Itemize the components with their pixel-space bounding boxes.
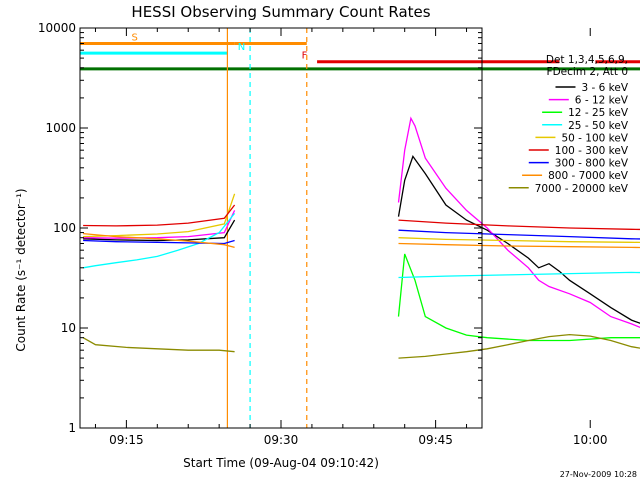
legend-header: Det 1,3,4,5,6,9, [546,54,628,66]
chart-title: HESSI Observing Summary Count Rates [131,3,430,21]
legend-entry: 3 - 6 keV [581,82,628,94]
legend-entry: 800 - 7000 keV [548,170,629,182]
x-tick-label: 09:45 [418,433,453,447]
y-axis-label: Count Rate (s⁻¹ detector⁻¹) [14,188,28,351]
legend-entry: 300 - 800 keV [555,158,629,170]
y-tick-label: 10 [61,321,76,335]
legend-entry: 100 - 300 keV [555,145,629,157]
y-tick-label: 1 [68,421,76,435]
x-tick-label: 09:15 [109,433,144,447]
y-tick-label: 1000 [45,121,76,135]
x-tick-label: 09:30 [264,433,299,447]
x-axis-label: Start Time (09-Aug-04 09:10:42) [183,456,379,470]
legend-entry: 12 - 25 keV [568,107,629,119]
y-tick-label: 100 [53,221,76,235]
legend-entry: 25 - 50 keV [568,120,629,132]
y-tick-label: 10000 [38,21,76,35]
legend-entry: 7000 - 20000 keV [535,183,629,195]
flag-label: N [238,42,245,53]
legend-header: FDecim 2, Att 0 [547,66,628,78]
flag-label: S [132,32,138,43]
x-tick-label: 10:00 [573,433,608,447]
timestamp: 27-Nov-2009 10:28 [560,470,637,479]
legend-entry: 6 - 12 keV [575,95,629,107]
legend-entry: 50 - 100 keV [561,132,628,144]
